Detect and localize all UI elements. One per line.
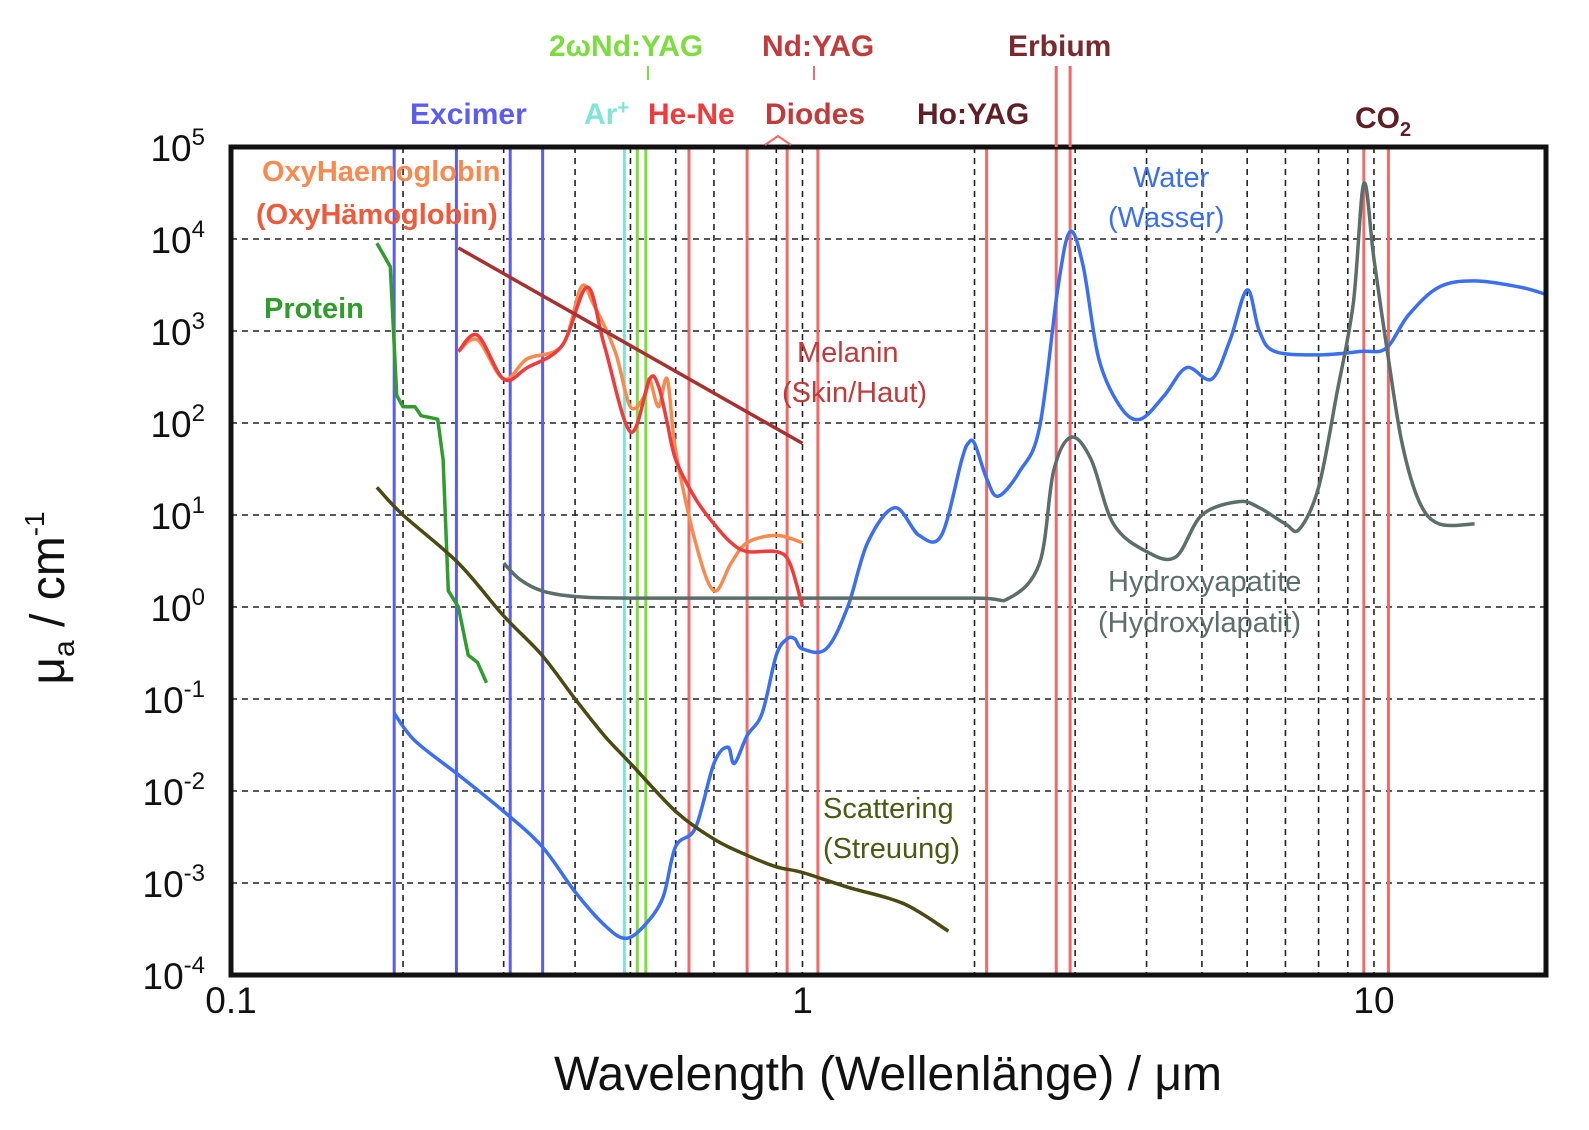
laser-label-ar: Ar+	[584, 97, 629, 131]
y-tick-label: 10-1	[143, 676, 206, 721]
laser-label-excimer: Excimer	[410, 98, 527, 131]
y-axis-title: μa / cm-1	[19, 511, 81, 684]
plot-frame	[228, 144, 1549, 978]
laser-label-co2: CO2	[1355, 102, 1411, 141]
series-line-water	[392, 229, 1546, 941]
y-tick-label: 100	[150, 584, 205, 629]
label-oxyhaemoglobin: OxyHaemoglobin	[262, 156, 501, 188]
label-protein: Protein	[264, 293, 364, 325]
label-scattering-de: (Streuung)	[823, 833, 960, 865]
label-hydroxyapatite: Hydroxyapatite	[1108, 566, 1301, 598]
label-hydroxyapatite-de: (Hydroxylapatit)	[1098, 607, 1301, 639]
series-line-melanin	[457, 246, 804, 445]
y-tick-label: 10-3	[143, 860, 206, 905]
x-tick-label: 10	[1353, 980, 1394, 1021]
y-tick-labels: 105 104 103 102 101 100 10-1 10-2 10-3 10-4	[143, 124, 206, 997]
y-tick-label: 101	[150, 492, 205, 537]
y-tick-label: 103	[150, 308, 205, 353]
laser-label-ndyag: Nd:YAG	[762, 30, 874, 63]
x-tick-label: 0.1	[205, 980, 256, 1021]
label-melanin: Melanin	[797, 337, 899, 369]
laser-labels: 2ωNd:YAG Nd:YAG Erbium Excimer Ar+ He-Ne…	[410, 30, 1411, 146]
y-tick-label: 104	[150, 216, 205, 261]
laser-label-erbium: Erbium	[1008, 30, 1111, 63]
x-axis-title: Wavelength (Wellenlänge) / μm	[554, 1048, 1222, 1101]
label-melanin-de: (Skin/Haut)	[782, 377, 927, 409]
y-tick-label: 105	[150, 124, 205, 169]
series-labels: OxyHaemoglobin (OxyHämoglobin) Protein M…	[256, 156, 1301, 865]
label-scattering: Scattering	[823, 793, 954, 825]
laser-label-shg: 2ωNd:YAG	[549, 30, 703, 63]
series-line-scattering	[375, 486, 950, 933]
label-water-de: (Wasser)	[1108, 202, 1225, 234]
x-tick-label: 1	[792, 980, 813, 1021]
y-tick-label: 10-2	[143, 768, 206, 813]
laser-bracket-diodes	[764, 134, 792, 146]
label-water: Water	[1133, 162, 1210, 194]
series-line-hydroxyapatite	[502, 181, 1475, 603]
y-tick-label: 10-4	[143, 952, 206, 997]
absorption-curves	[375, 181, 1546, 941]
label-oxyhaemoglobin-de: (OxyHämoglobin)	[256, 199, 498, 231]
svg-text:μa / cm-1: μa / cm-1	[19, 511, 81, 684]
y-tick-label: 102	[150, 400, 205, 445]
x-tick-labels: 0.1 1 10	[205, 980, 1394, 1021]
laser-label-hoyag: Ho:YAG	[917, 98, 1029, 131]
laser-label-diodes: Diodes	[765, 98, 865, 131]
series-line-protein	[375, 242, 489, 684]
series-line-haemoglobin	[457, 285, 805, 608]
laser-label-hene: He-Ne	[648, 98, 735, 131]
